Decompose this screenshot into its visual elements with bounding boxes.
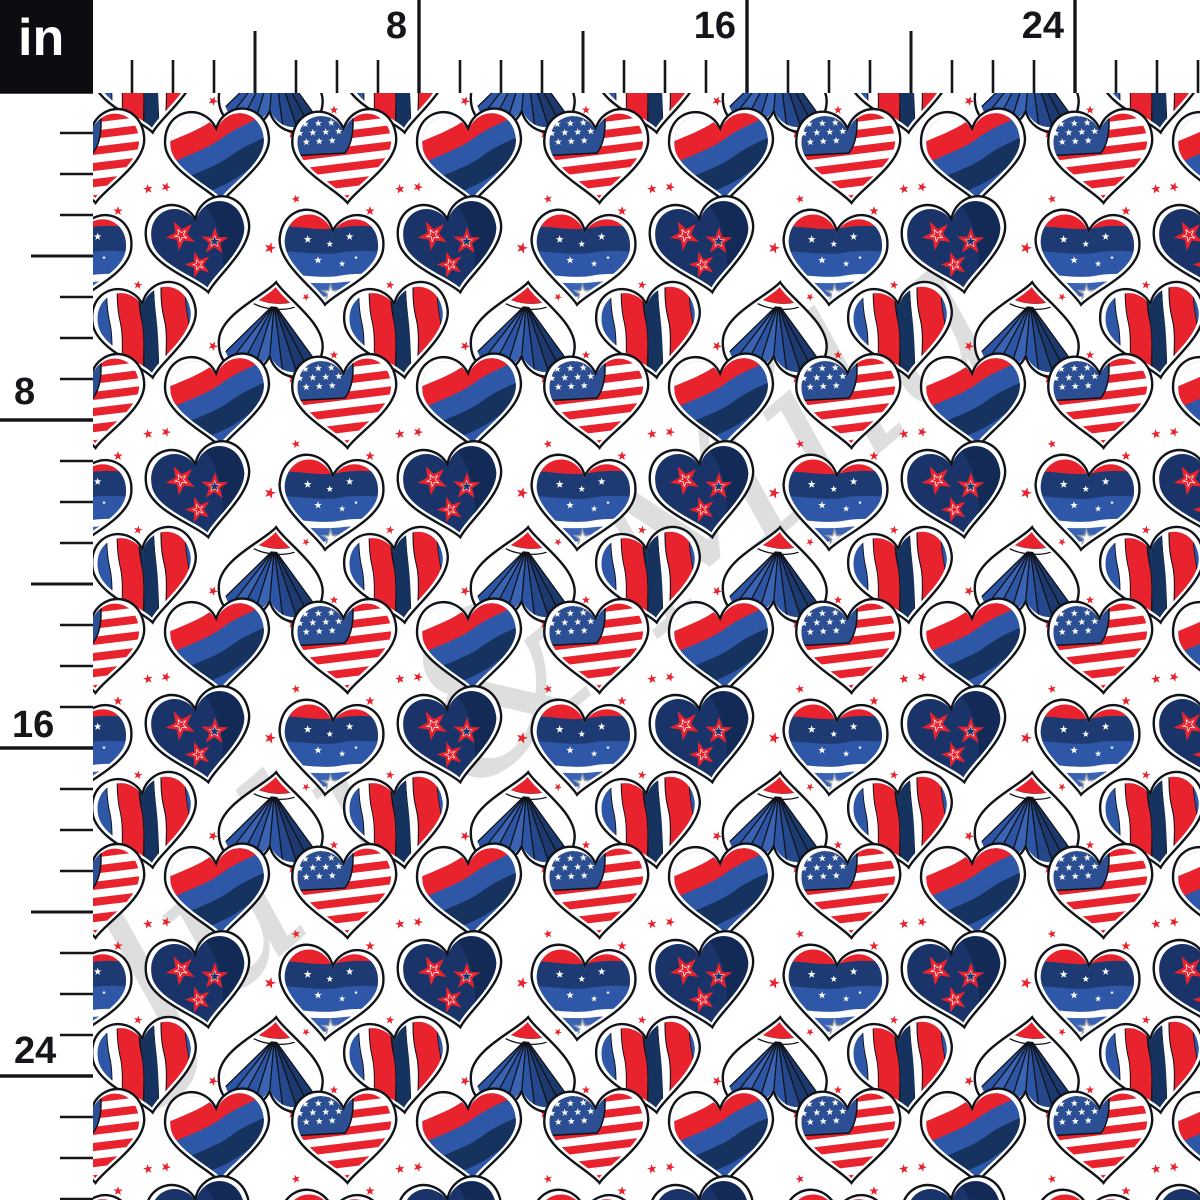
ruler-label-left-16: 16 [12, 704, 54, 746]
ruler-label-top-8: 8 [386, 5, 407, 47]
unit-box [0, 0, 93, 93]
ruler-label-left-24: 24 [14, 1030, 56, 1072]
ruler-label-top-24: 24 [1022, 5, 1064, 47]
ruler-label-top-16: 16 [694, 5, 736, 47]
ruler-top [89, 0, 1200, 93]
unit-label: in [18, 9, 64, 67]
ruler-label-left-8: 8 [14, 371, 35, 413]
